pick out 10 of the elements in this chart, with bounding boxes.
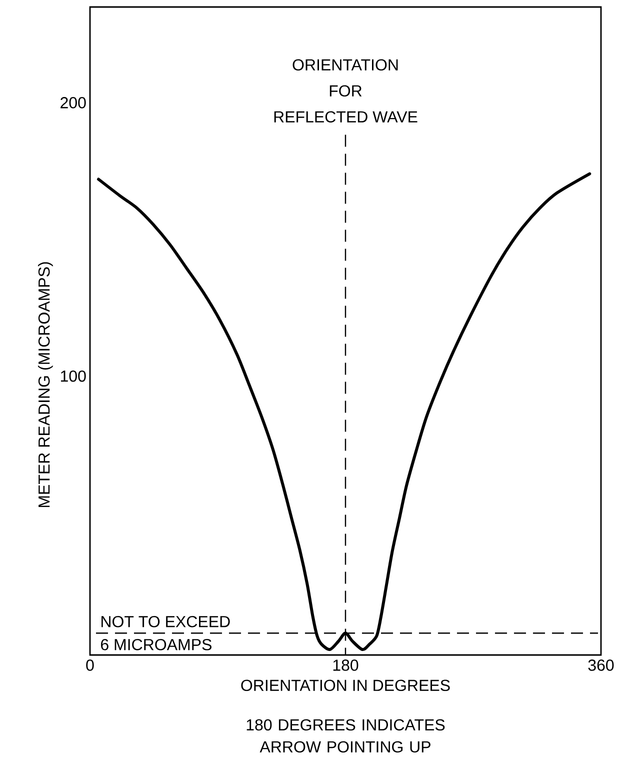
y-axis-title: METER READING (MICROAMPS)	[38, 262, 53, 508]
x-tick-label: 180	[333, 660, 358, 671]
x-tick-label: 360	[588, 660, 614, 671]
x-axis-title: ORIENTATION IN DEGREES	[241, 680, 450, 692]
x-tick-label: 0	[86, 660, 94, 671]
y-tick-label: 100	[60, 370, 86, 382]
text: 180 DEGREES INDICATES ARROW POINTING UP	[246, 719, 445, 753]
ref-line-label: NOT TO EXCEED 6 MICROAMPS	[101, 616, 230, 650]
ref-line-label: ORIENTATION FOR REFLECTED WAVE	[274, 59, 418, 123]
y-tick-label: 200	[60, 97, 86, 108]
